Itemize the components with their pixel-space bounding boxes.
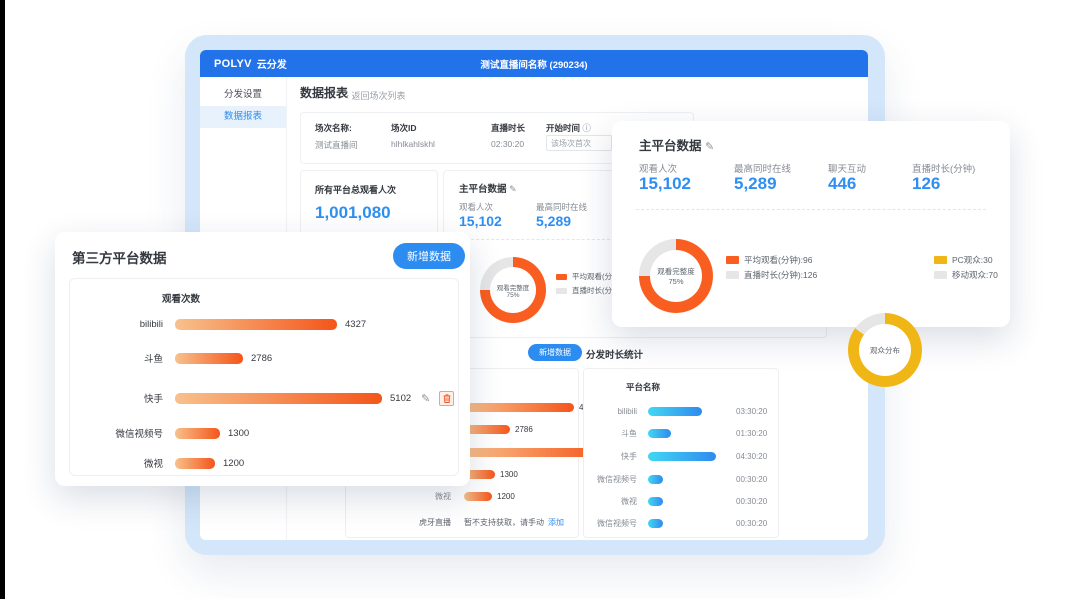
metric-label: 最高同时在线 xyxy=(536,202,588,212)
bar xyxy=(648,474,663,484)
legend-swatch xyxy=(934,256,947,264)
bar-row: 快手 5102 ✎ xyxy=(70,390,454,406)
legend-item: 平均观看(分钟):96 xyxy=(726,254,812,266)
session-name-value: 测试直播间 xyxy=(315,140,358,150)
legend-swatch xyxy=(726,271,739,279)
bar xyxy=(175,352,243,364)
completeness-donut-chart: 观看完整度 75% xyxy=(480,257,546,323)
live-duration-label: 直播时长 xyxy=(491,123,526,133)
legend-item: 移动观众:70 xyxy=(934,269,998,281)
bar-row: bilibili 03:30:20 xyxy=(617,406,768,416)
edit-icon[interactable]: ✎ xyxy=(421,392,431,405)
legend-item: 平均观看(分钟):96 xyxy=(556,271,632,282)
completeness-donut-chart: 观看完整度 75% xyxy=(639,239,713,313)
bar xyxy=(175,392,382,404)
delete-icon[interactable] xyxy=(439,390,454,406)
manual-add-link[interactable]: 添加 xyxy=(548,517,564,527)
bar xyxy=(175,318,337,330)
bar xyxy=(464,448,606,457)
metric-label: 最高同时在线 xyxy=(734,164,792,175)
bar-row: 微信视频号 00:30:20 xyxy=(597,474,768,484)
bar xyxy=(464,491,492,501)
duration-chart-card: 平台名称 bilibili 03:30:20 斗鱼 01:30:20 快手 04… xyxy=(583,368,779,538)
bar xyxy=(175,457,215,469)
duration-section-title: 分发时长统计 xyxy=(586,350,644,361)
app-header: POLYV 云分发 测试直播间名称 (290234) xyxy=(200,50,868,77)
legend-swatch xyxy=(556,273,567,280)
legend-item: 直播时长(分钟):126 xyxy=(556,285,637,296)
start-time-label: 开始时间 ⓘ xyxy=(546,123,591,133)
metric-label: 聊天互动 xyxy=(828,164,867,175)
metric-value: 446 xyxy=(828,174,857,193)
add-data-button[interactable]: 新增数据 xyxy=(528,344,582,361)
polyv-logo: POLYV xyxy=(214,57,252,70)
divider xyxy=(636,209,986,210)
total-views-value: 1,001,080 xyxy=(315,203,391,222)
back-arrow-icon: ‹ xyxy=(346,91,349,101)
views-column-header: 观看次数 xyxy=(162,294,201,305)
third-party-overlay-card: 第三方平台数据 新增数据 观看次数 bilibili 4327 斗鱼 2786 … xyxy=(55,232,470,486)
metric-value: 5,289 xyxy=(734,174,777,193)
bar-row: bilibili 4327 xyxy=(139,318,367,330)
legend-swatch xyxy=(726,256,739,264)
edit-icon[interactable]: ✎ xyxy=(509,184,517,194)
start-time-select[interactable]: 该场次首次 xyxy=(546,135,612,151)
total-views-label: 所有平台总观看人次 xyxy=(315,185,397,195)
metric-value: 15,102 xyxy=(459,213,502,229)
bar xyxy=(175,427,220,439)
main-platform-title: 主平台数据 ✎ xyxy=(459,184,517,195)
session-id-value: hlhlkahlskhl xyxy=(391,139,435,149)
metric-value: 126 xyxy=(912,174,941,193)
overlay-title: 主平台数据 ✎ xyxy=(639,139,715,153)
sidebar-item-distribution-settings[interactable]: 分发设置 xyxy=(223,89,262,100)
legend-item: PC观众:30 xyxy=(934,254,993,266)
page-title: 数据报表 xyxy=(300,86,349,100)
legend-swatch xyxy=(934,271,947,279)
audience-donut-chart: 观众分布 xyxy=(848,313,922,387)
bar xyxy=(648,496,663,506)
legend-item: 直播时长(分钟):126 xyxy=(726,269,817,281)
add-data-button[interactable]: 新增数据 xyxy=(393,243,465,269)
bar xyxy=(648,428,671,438)
product-name: 云分发 xyxy=(256,60,287,71)
back-to-session-list-link[interactable]: ‹ 返回场次列表 xyxy=(346,91,406,101)
metric-label: 观看人次 xyxy=(459,202,494,212)
bar-row: 快手 04:30:20 xyxy=(621,451,768,461)
metric-value: 5,289 xyxy=(536,213,572,229)
info-icon[interactable]: ⓘ xyxy=(582,123,591,133)
edit-icon[interactable]: ✎ xyxy=(705,141,715,153)
screen-edge-black-bar xyxy=(0,0,5,599)
huya-row: 虎牙直播 暂不支持获取，请手动 添加 xyxy=(419,517,564,527)
bar-row: 微视 1200 xyxy=(435,491,515,501)
metric-label: 直播时长(分钟) xyxy=(912,164,976,175)
sidebar-item-data-report[interactable]: 数据报表 xyxy=(200,106,286,128)
bar xyxy=(648,451,716,461)
session-id-label: 场次ID xyxy=(391,123,417,133)
window-title: 测试直播间名称 (290234) xyxy=(480,59,588,71)
live-duration-value: 02:30:20 xyxy=(491,139,525,149)
bar xyxy=(464,402,574,412)
metric-value: 15,102 xyxy=(639,174,691,193)
platform-column-header: 平台名称 xyxy=(626,382,661,392)
bar xyxy=(464,469,495,479)
overlay-title: 第三方平台数据 xyxy=(72,251,167,266)
bar xyxy=(648,518,663,528)
bar-row: 微视 00:30:20 xyxy=(621,496,768,506)
bar-row: 斗鱼 2786 xyxy=(143,352,273,365)
views-chart-panel: 观看次数 bilibili 4327 斗鱼 2786 快手 5102 ✎ 微信视… xyxy=(69,278,459,476)
main-platform-overlay-card: 主平台数据 ✎ 观看人次 15,102 最高同时在线 5,289 聊天互动 44… xyxy=(612,121,1010,387)
metric-label: 观看人次 xyxy=(639,164,678,175)
legend-swatch xyxy=(556,287,567,294)
bar xyxy=(648,406,702,416)
session-name-label: 场次名称: xyxy=(315,123,352,133)
bar xyxy=(464,424,510,434)
bar-row: 微视 1200 xyxy=(143,457,245,470)
bar-row: 微信视频号 1300 xyxy=(115,427,250,440)
bar-row: 微信视频号 00:30:20 xyxy=(597,518,768,528)
bar-row: 斗鱼 01:30:20 xyxy=(621,428,768,438)
